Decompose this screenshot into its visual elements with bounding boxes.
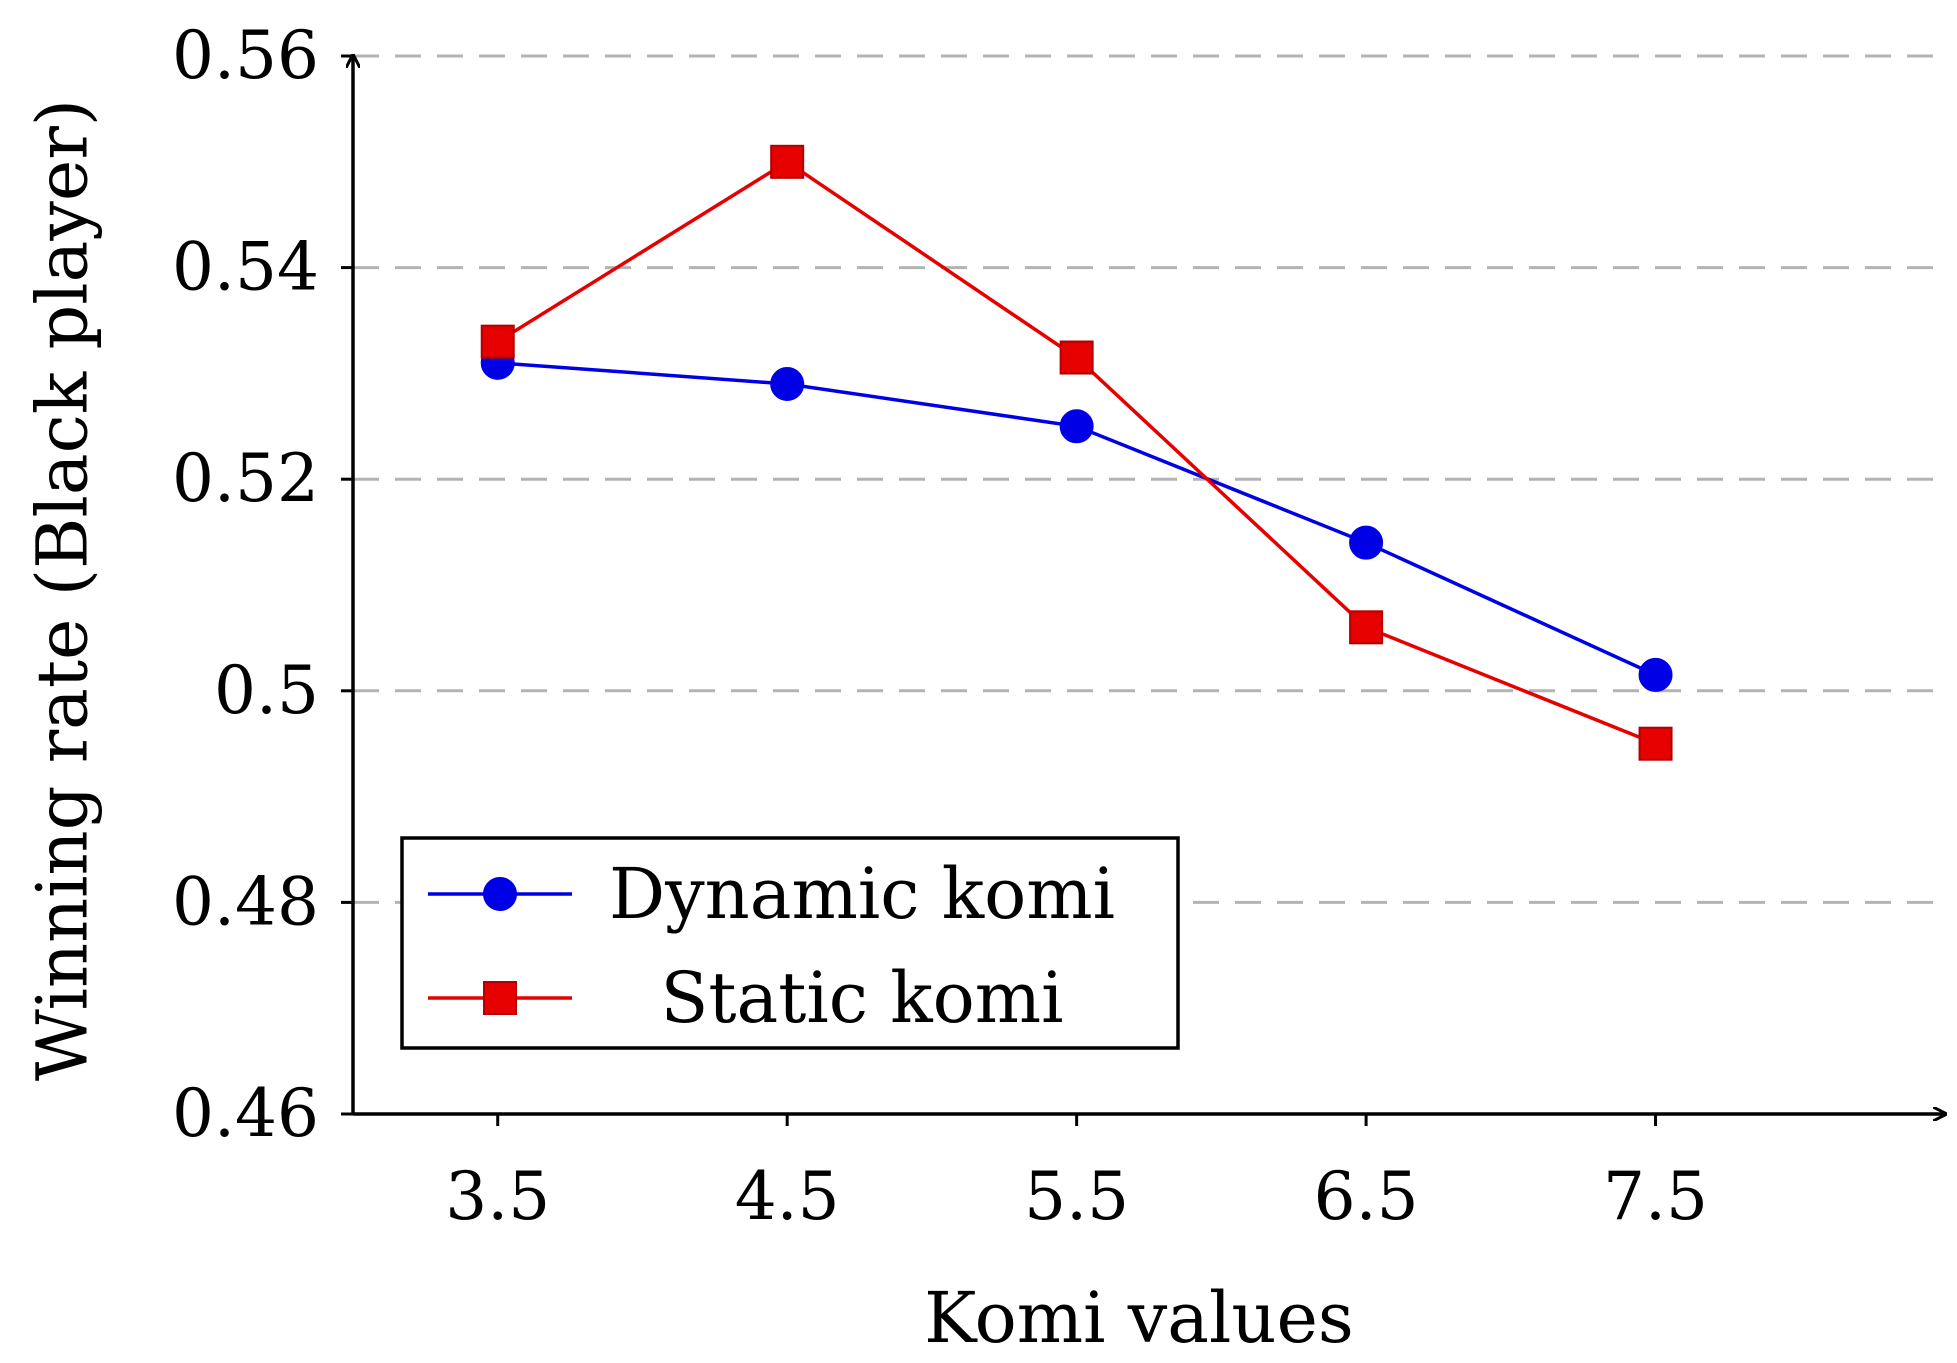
y-tick-label: 0.46	[172, 1075, 319, 1152]
data-point-static-komi	[1638, 726, 1673, 761]
data-point-static-komi	[480, 324, 515, 359]
legend-label-dynamic-komi: Dynamic komi	[609, 853, 1115, 935]
x-tick-label: 5.5	[1024, 1158, 1129, 1235]
data-point-static-komi	[770, 144, 805, 179]
y-tick-label: 0.54	[172, 229, 319, 306]
legend-label-static-komi: Static komi	[660, 957, 1063, 1039]
y-tick-label: 0.56	[172, 17, 319, 94]
x-tick-label: 4.5	[735, 1158, 840, 1235]
legend-box	[400, 836, 1180, 1050]
x-tick-label: 6.5	[1314, 1158, 1419, 1235]
y-axis-title: Winning rate (Black player)	[22, 99, 104, 1081]
data-point-dynamic-komi	[770, 366, 805, 401]
data-point-dynamic-komi	[1059, 409, 1094, 444]
y-tick-label: 0.52	[172, 440, 319, 517]
legend-marker-dynamic-komi	[483, 877, 517, 911]
legend-marker-static-komi	[483, 981, 517, 1015]
y-tick-label: 0.48	[172, 863, 319, 940]
x-tick-label: 3.5	[445, 1158, 550, 1235]
data-point-static-komi	[1059, 340, 1094, 375]
data-point-static-komi	[1349, 610, 1384, 645]
data-point-dynamic-komi	[1349, 525, 1384, 560]
data-point-dynamic-komi	[1638, 657, 1673, 692]
series-line-static-komi	[496, 159, 1657, 746]
y-tick-label: 0.5	[214, 652, 319, 729]
x-axis-title: Komi values	[924, 1277, 1354, 1358]
x-tick-label: 7.5	[1603, 1158, 1708, 1235]
